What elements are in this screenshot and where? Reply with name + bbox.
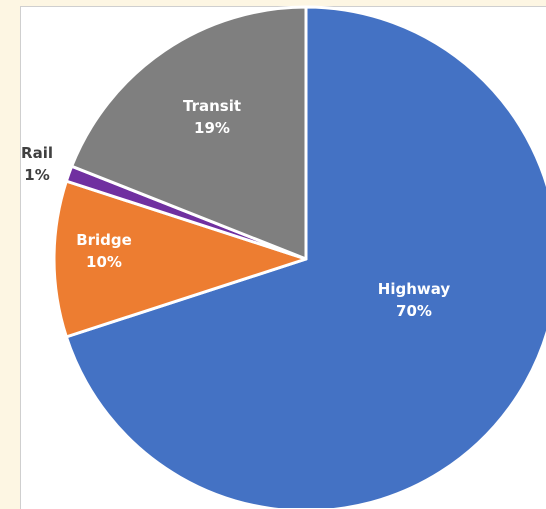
pie-slice-transit <box>70 5 308 261</box>
data-label-rail: Rail 1% <box>21 144 53 184</box>
pie-slice-bridge <box>52 179 308 339</box>
slice-percent-highway: 70% <box>396 302 432 320</box>
slice-label-transit: Transit <box>183 97 241 115</box>
data-label-highway: Highway 70% <box>378 280 451 320</box>
slice-percent-transit: 19% <box>194 119 230 137</box>
slice-label-bridge: Bridge <box>76 231 132 249</box>
slice-percent-bridge: 10% <box>86 253 122 271</box>
slice-percent-rail: 1% <box>24 166 49 184</box>
data-label-bridge: Bridge 10% <box>76 231 132 271</box>
data-label-transit: Transit 19% <box>183 97 241 137</box>
slice-label-highway: Highway <box>378 280 451 298</box>
slice-label-rail: Rail <box>21 144 53 162</box>
